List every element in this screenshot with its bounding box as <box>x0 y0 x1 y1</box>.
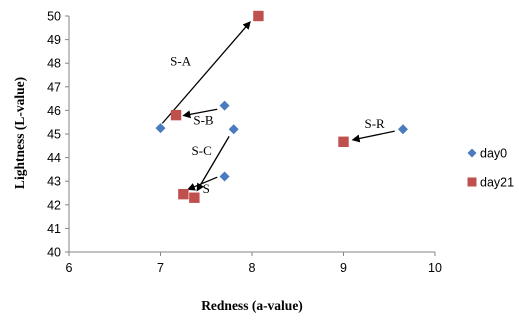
day21-point <box>253 10 264 22</box>
legend: day0 day21 <box>467 147 514 190</box>
annotation-label: S-C <box>192 143 212 158</box>
day0-point <box>219 100 230 111</box>
day0-point <box>228 124 239 135</box>
x-tick-label: 6 <box>66 261 73 275</box>
y-tick-label: 47 <box>47 80 61 94</box>
y-tick-label: 42 <box>47 198 61 212</box>
y-tick-label: 44 <box>47 151 61 165</box>
x-tick-label: 8 <box>249 261 256 275</box>
legend-label-day21: day21 <box>480 176 514 190</box>
x-tick-label: 7 <box>157 261 164 275</box>
change-arrow <box>351 130 395 143</box>
x-tick-label: 9 <box>340 261 347 275</box>
day21-point <box>189 192 200 203</box>
y-tick-label: 46 <box>47 104 61 118</box>
annotation-label: S <box>203 181 210 196</box>
annotation-label: S-A <box>170 54 192 69</box>
legend-marker-day21 <box>467 177 477 187</box>
y-tick-label: 50 <box>47 10 61 24</box>
y-tick-label: 49 <box>47 33 61 47</box>
day0-point <box>155 123 166 134</box>
annotation-label: S-R <box>364 116 385 131</box>
day0-point <box>397 124 408 135</box>
y-tick-label: 45 <box>47 128 61 142</box>
annotation-label: S-B <box>193 113 214 128</box>
x-axis-title: Redness (a-value) <box>201 298 303 313</box>
y-axis-title: Lightness (L-value) <box>12 77 27 189</box>
change-arrow <box>161 21 251 124</box>
legend-marker-day0 <box>467 148 477 158</box>
y-tick-label: 43 <box>47 175 61 189</box>
day21-point <box>170 109 182 121</box>
change-arrow <box>187 176 218 191</box>
day21-point <box>178 188 189 200</box>
legend-label-day0: day0 <box>480 147 507 161</box>
y-tick-label: 41 <box>47 222 61 236</box>
day0-point <box>219 171 230 182</box>
y-tick-label: 48 <box>47 57 61 71</box>
day21-point <box>338 136 349 147</box>
change-arrow <box>182 108 218 119</box>
x-tick-label: 10 <box>428 261 442 275</box>
y-tick-label: 40 <box>47 246 61 260</box>
change-arrow <box>196 136 230 192</box>
